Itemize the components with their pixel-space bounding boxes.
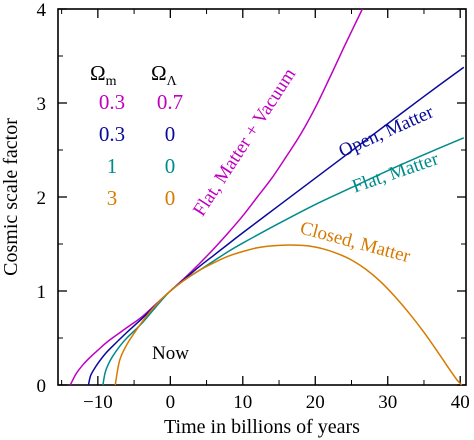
x-tick-label: −10 xyxy=(83,392,113,413)
curve-flat-matter-vacuum xyxy=(69,8,364,386)
legend-header-omega-lambda: ΩΛ xyxy=(151,61,178,89)
now-annotation: Now xyxy=(152,343,189,364)
legend-omega-lambda-value: 0 xyxy=(165,186,176,210)
label-flat-matter: Flat, Matter xyxy=(350,148,442,197)
y-tick-label: 4 xyxy=(37,0,47,21)
plot-frame xyxy=(57,8,467,386)
y-tick-label: 2 xyxy=(37,188,47,209)
legend-header-omega-lambda-sub: Λ xyxy=(167,74,178,89)
x-tick-label: 30 xyxy=(378,392,397,413)
y-tick-label: 3 xyxy=(37,94,47,115)
legend-rows: 0.3 0.7 0.3 0 1 0 3 0 xyxy=(99,90,183,210)
label-closed-matter: Closed, Matter xyxy=(298,218,413,268)
y-tick-label: 0 xyxy=(37,376,47,397)
legend-header-omega-m: Ωm xyxy=(90,61,117,89)
legend: Ωm ΩΛ 0.3 0.7 0.3 0 1 0 3 0 xyxy=(90,61,183,210)
series-curves xyxy=(69,8,465,386)
x-tick-label: 10 xyxy=(233,392,252,413)
legend-omega-m-value: 1 xyxy=(107,154,118,178)
legend-header-omega-m-sub: m xyxy=(106,74,117,89)
x-tick-label: 20 xyxy=(306,392,325,413)
y-tick-label: 1 xyxy=(37,282,47,303)
curve-open-matter xyxy=(87,66,465,386)
legend-omega-m-value: 3 xyxy=(107,186,118,210)
legend-omega-lambda-value: 0.7 xyxy=(157,90,183,114)
legend-omega-lambda-value: 0 xyxy=(165,154,176,178)
x-tick-label: 40 xyxy=(451,392,470,413)
curve-closed-matter xyxy=(114,244,463,386)
legend-omega-m-value: 0.3 xyxy=(99,90,125,114)
x-tick-label: 0 xyxy=(166,392,176,413)
x-axis-label: Time in billions of years xyxy=(164,416,360,438)
legend-omega-lambda-value: 0 xyxy=(165,122,176,146)
legend-omega-m-value: 0.3 xyxy=(99,122,125,146)
label-flat-matter-vacuum: Flat, Matter + Vacuum xyxy=(189,64,300,220)
y-axis-label: Cosmic scale factor xyxy=(0,118,22,276)
